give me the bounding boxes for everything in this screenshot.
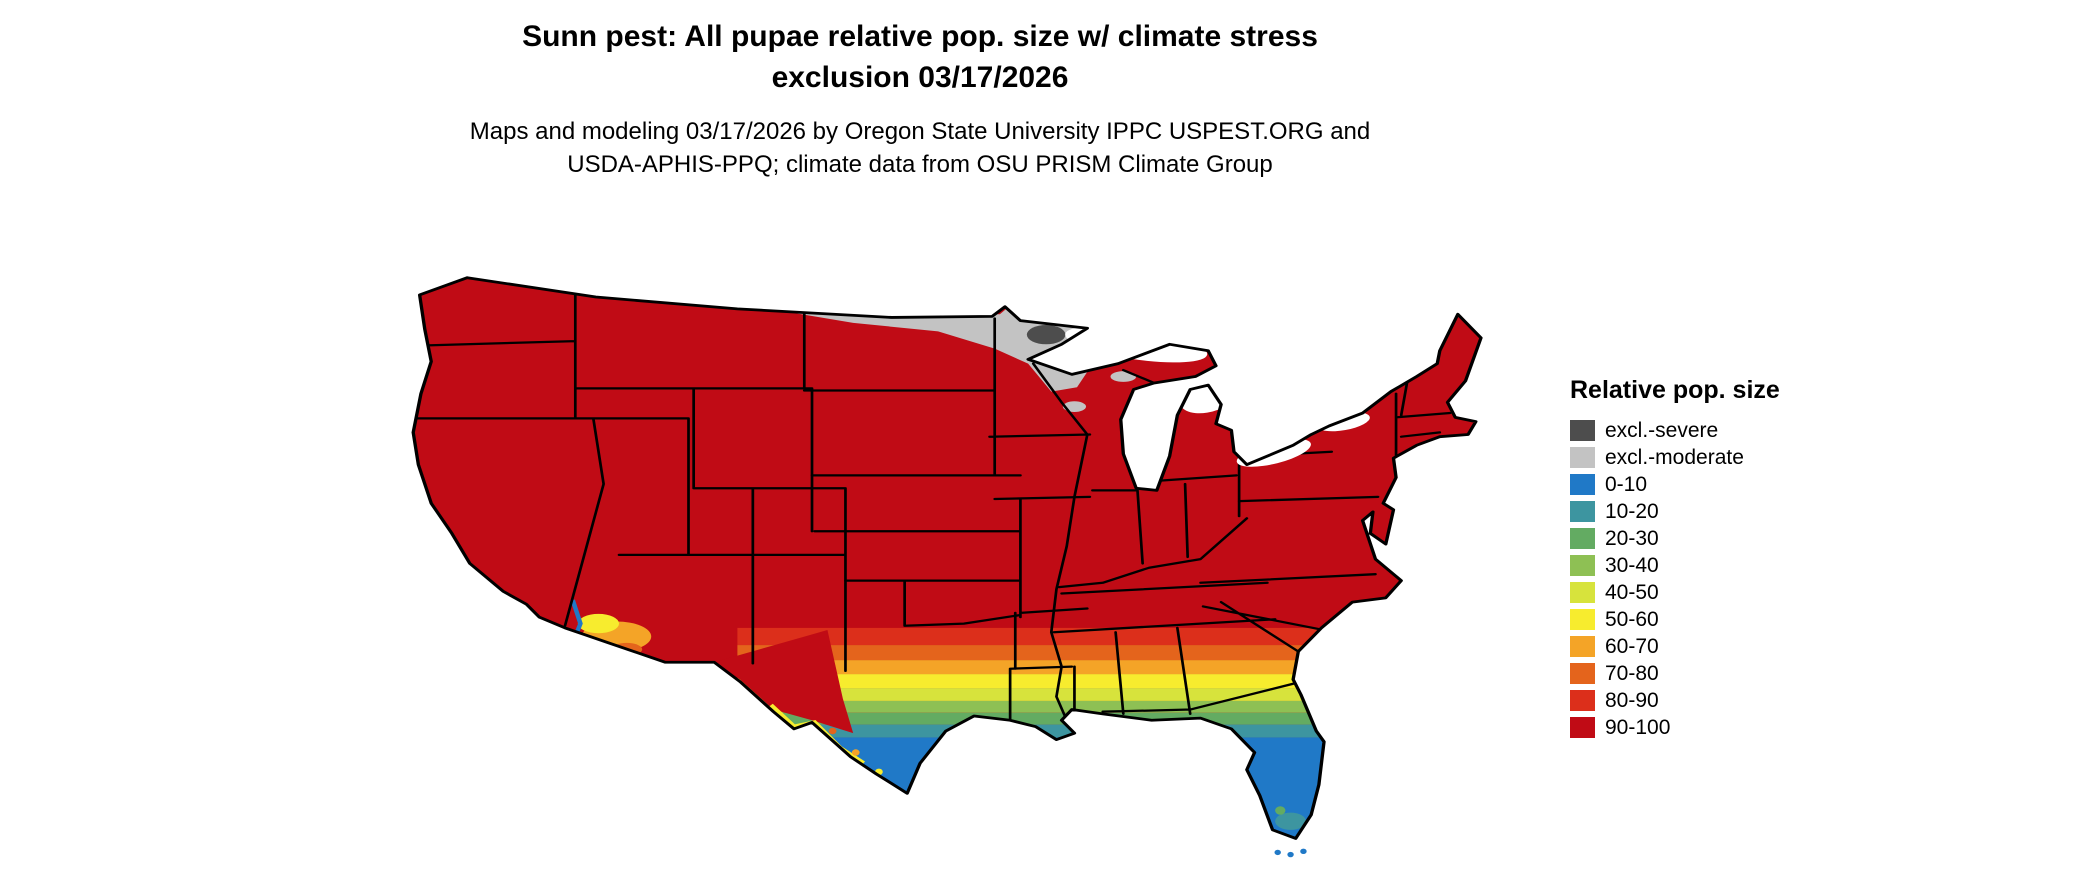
- band-70-80: [737, 645, 1412, 661]
- subtitle: Maps and modeling 03/17/2026 by Oregon S…: [0, 115, 1840, 181]
- legend-rows: excl.-severe excl.-moderate 0-10 10-20 20-30…: [1570, 417, 1780, 741]
- legend-swatch: [1570, 663, 1595, 684]
- zone-south-florida: [1275, 806, 1307, 830]
- legend-label: excl.-moderate: [1605, 445, 1744, 469]
- rio-grande-specks: [828, 727, 883, 776]
- legend-row: 90-100: [1570, 714, 1780, 741]
- legend-swatch: [1570, 447, 1595, 468]
- legend-label: 80-90: [1605, 688, 1659, 712]
- zone-west-texas-red: [714, 630, 854, 734]
- legend-row: 60-70: [1570, 633, 1780, 660]
- band-80-90: [737, 627, 1412, 646]
- legend-label: 20-30: [1605, 526, 1659, 550]
- legend-label: 10-20: [1605, 499, 1659, 523]
- lake-superior-icon: [1065, 326, 1208, 363]
- legend-swatch: [1570, 609, 1595, 630]
- legend-row: excl.-severe: [1570, 417, 1780, 444]
- legend-row: 30-40: [1570, 552, 1780, 579]
- legend-label: 70-80: [1605, 661, 1659, 685]
- legend-swatch: [1570, 582, 1595, 603]
- legend-label: 90-100: [1605, 715, 1671, 739]
- legend-label: excl.-severe: [1605, 418, 1719, 442]
- legend-label: 40-50: [1605, 580, 1659, 604]
- zone-excl-severe: [1026, 324, 1066, 345]
- us-outline: [411, 276, 1483, 840]
- legend-label: 30-40: [1605, 553, 1659, 577]
- state-borders: [414, 283, 1452, 722]
- legend-swatch: [1570, 528, 1595, 549]
- florida-keys: [1274, 848, 1307, 858]
- page-title-line-2: exclusion 03/17/2026: [771, 61, 1069, 95]
- legend-row: 70-80: [1570, 660, 1780, 687]
- lake-huron-icon: [1179, 374, 1243, 414]
- legend-swatch: [1570, 420, 1595, 441]
- legend-row: excl.-moderate: [1570, 444, 1780, 471]
- legend-swatch: [1570, 501, 1595, 522]
- legend-swatch: [1570, 717, 1595, 738]
- subtitle-line-1: Maps and modeling 03/17/2026 by Oregon S…: [469, 117, 1371, 145]
- legend-row: 20-30: [1570, 525, 1780, 552]
- legend-row: 0-10: [1570, 471, 1780, 498]
- legend-row: 40-50: [1570, 579, 1780, 606]
- legend-swatch: [1570, 690, 1595, 711]
- legend-label: 50-60: [1605, 607, 1659, 631]
- us-map-container: [300, 224, 1535, 890]
- legend-swatch: [1570, 555, 1595, 576]
- lake-michigan-icon: [1131, 385, 1167, 489]
- legend-label: 60-70: [1605, 634, 1659, 658]
- header: Sunn pest: All pupae relative pop. size …: [0, 16, 1840, 181]
- legend-row: 50-60: [1570, 606, 1780, 633]
- legend-label: 0-10: [1605, 472, 1648, 496]
- subtitle-line-2: USDA-APHIS-PPQ; climate data from OSU PR…: [567, 150, 1273, 178]
- page-title-line-1: Sunn pest: All pupae relative pop. size …: [522, 20, 1318, 53]
- legend-title: Relative pop. size: [1570, 376, 1780, 404]
- legend-row: 80-90: [1570, 687, 1780, 714]
- legend-swatch: [1570, 636, 1595, 657]
- legend-swatch: [1570, 474, 1595, 495]
- legend: Relative pop. size excl.-severe excl.-mod…: [1570, 376, 1780, 741]
- us-map: [411, 276, 1483, 858]
- legend-row: 10-20: [1570, 498, 1780, 525]
